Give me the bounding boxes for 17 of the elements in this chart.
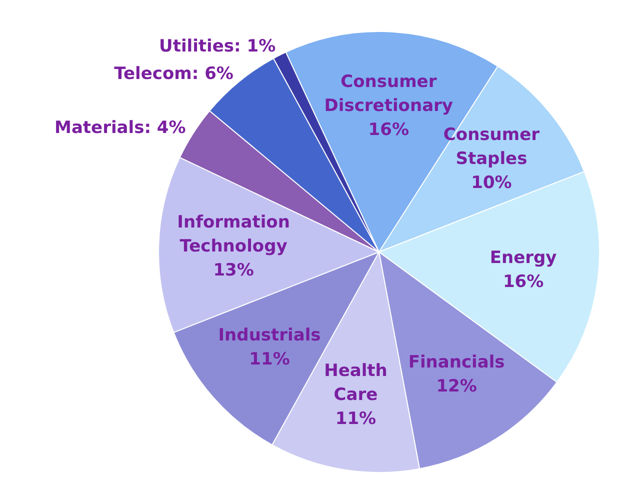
data-label: 12%: [436, 376, 477, 397]
slice-label: Information Technology: [177, 212, 290, 256]
data-label: 13%: [213, 260, 254, 280]
data-label: 11%: [249, 349, 290, 370]
data-label: 16%: [502, 272, 544, 292]
data-label: 16%: [368, 120, 409, 140]
slice-label: Utilities: 1%: [159, 36, 276, 57]
slice-label: Health Care: [324, 361, 388, 406]
slice-label: Energy: [490, 248, 557, 268]
slice-label: Materials: 4%: [54, 118, 186, 138]
slice-label: Financials: [408, 352, 505, 373]
slice-label: Industrials: [218, 325, 321, 346]
data-label: 10%: [471, 173, 512, 194]
slice-label: Consumer Discretionary: [324, 72, 454, 116]
data-label: 11%: [335, 409, 376, 430]
slice-label: Telecom: 6%: [114, 64, 234, 84]
slice-label: Consumer Staples: [443, 125, 540, 170]
